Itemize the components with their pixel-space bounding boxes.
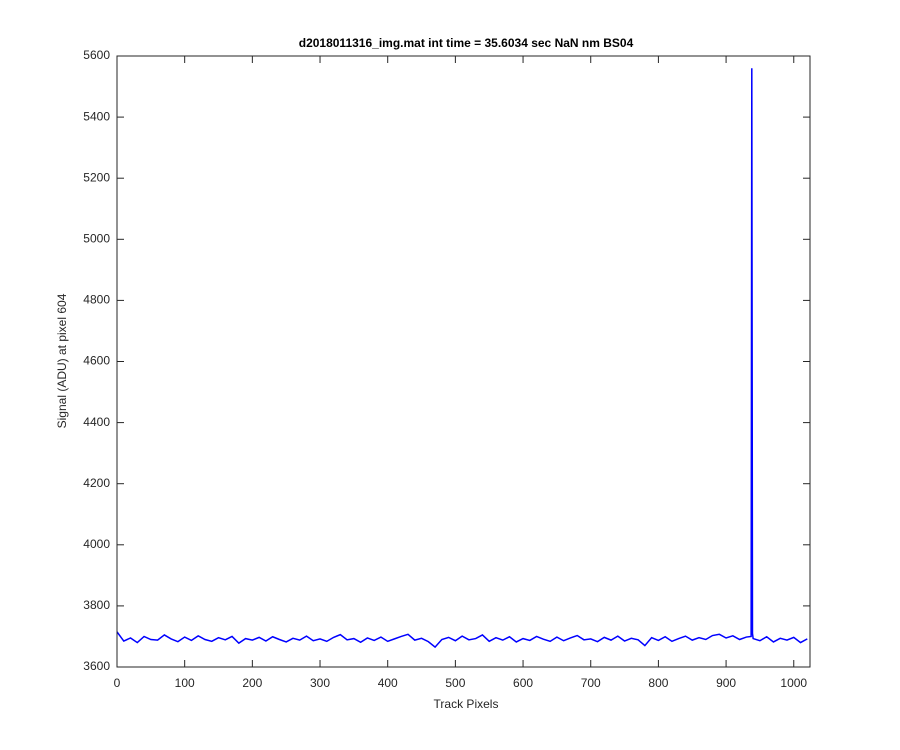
y-tick-label: 5200 [83,170,110,184]
x-tick-label: 700 [581,676,601,690]
x-tick-label: 500 [445,676,465,690]
x-tick-label: 400 [378,676,398,690]
x-tick-label: 900 [716,676,736,690]
y-tick-label: 4000 [83,537,110,551]
y-tick-label: 5600 [83,48,110,62]
x-tick-label: 300 [310,676,330,690]
y-tick-label: 3600 [83,659,110,673]
y-axis-label: Signal (ADU) at pixel 604 [55,293,69,428]
y-tick-label: 5000 [83,231,110,245]
data-line [116,68,808,649]
x-axis-label: Track Pixels [434,697,499,711]
y-tick-label: 4800 [83,293,110,307]
y-tick-label: 4600 [83,354,110,368]
x-tick-label: 0 [114,676,121,690]
y-tick-label: 4400 [83,415,110,429]
x-tick-label: 200 [242,676,262,690]
x-tick-label: 600 [513,676,533,690]
x-tick-label: 100 [175,676,195,690]
chart-title: d2018011316_img.mat int time = 35.6034 s… [299,36,634,50]
y-tick-label: 5400 [83,109,110,123]
y-tick-label: 3800 [83,598,110,612]
x-tick-label: 800 [648,676,668,690]
x-tick-label: 1000 [780,676,807,690]
y-tick-label: 4200 [83,476,110,490]
